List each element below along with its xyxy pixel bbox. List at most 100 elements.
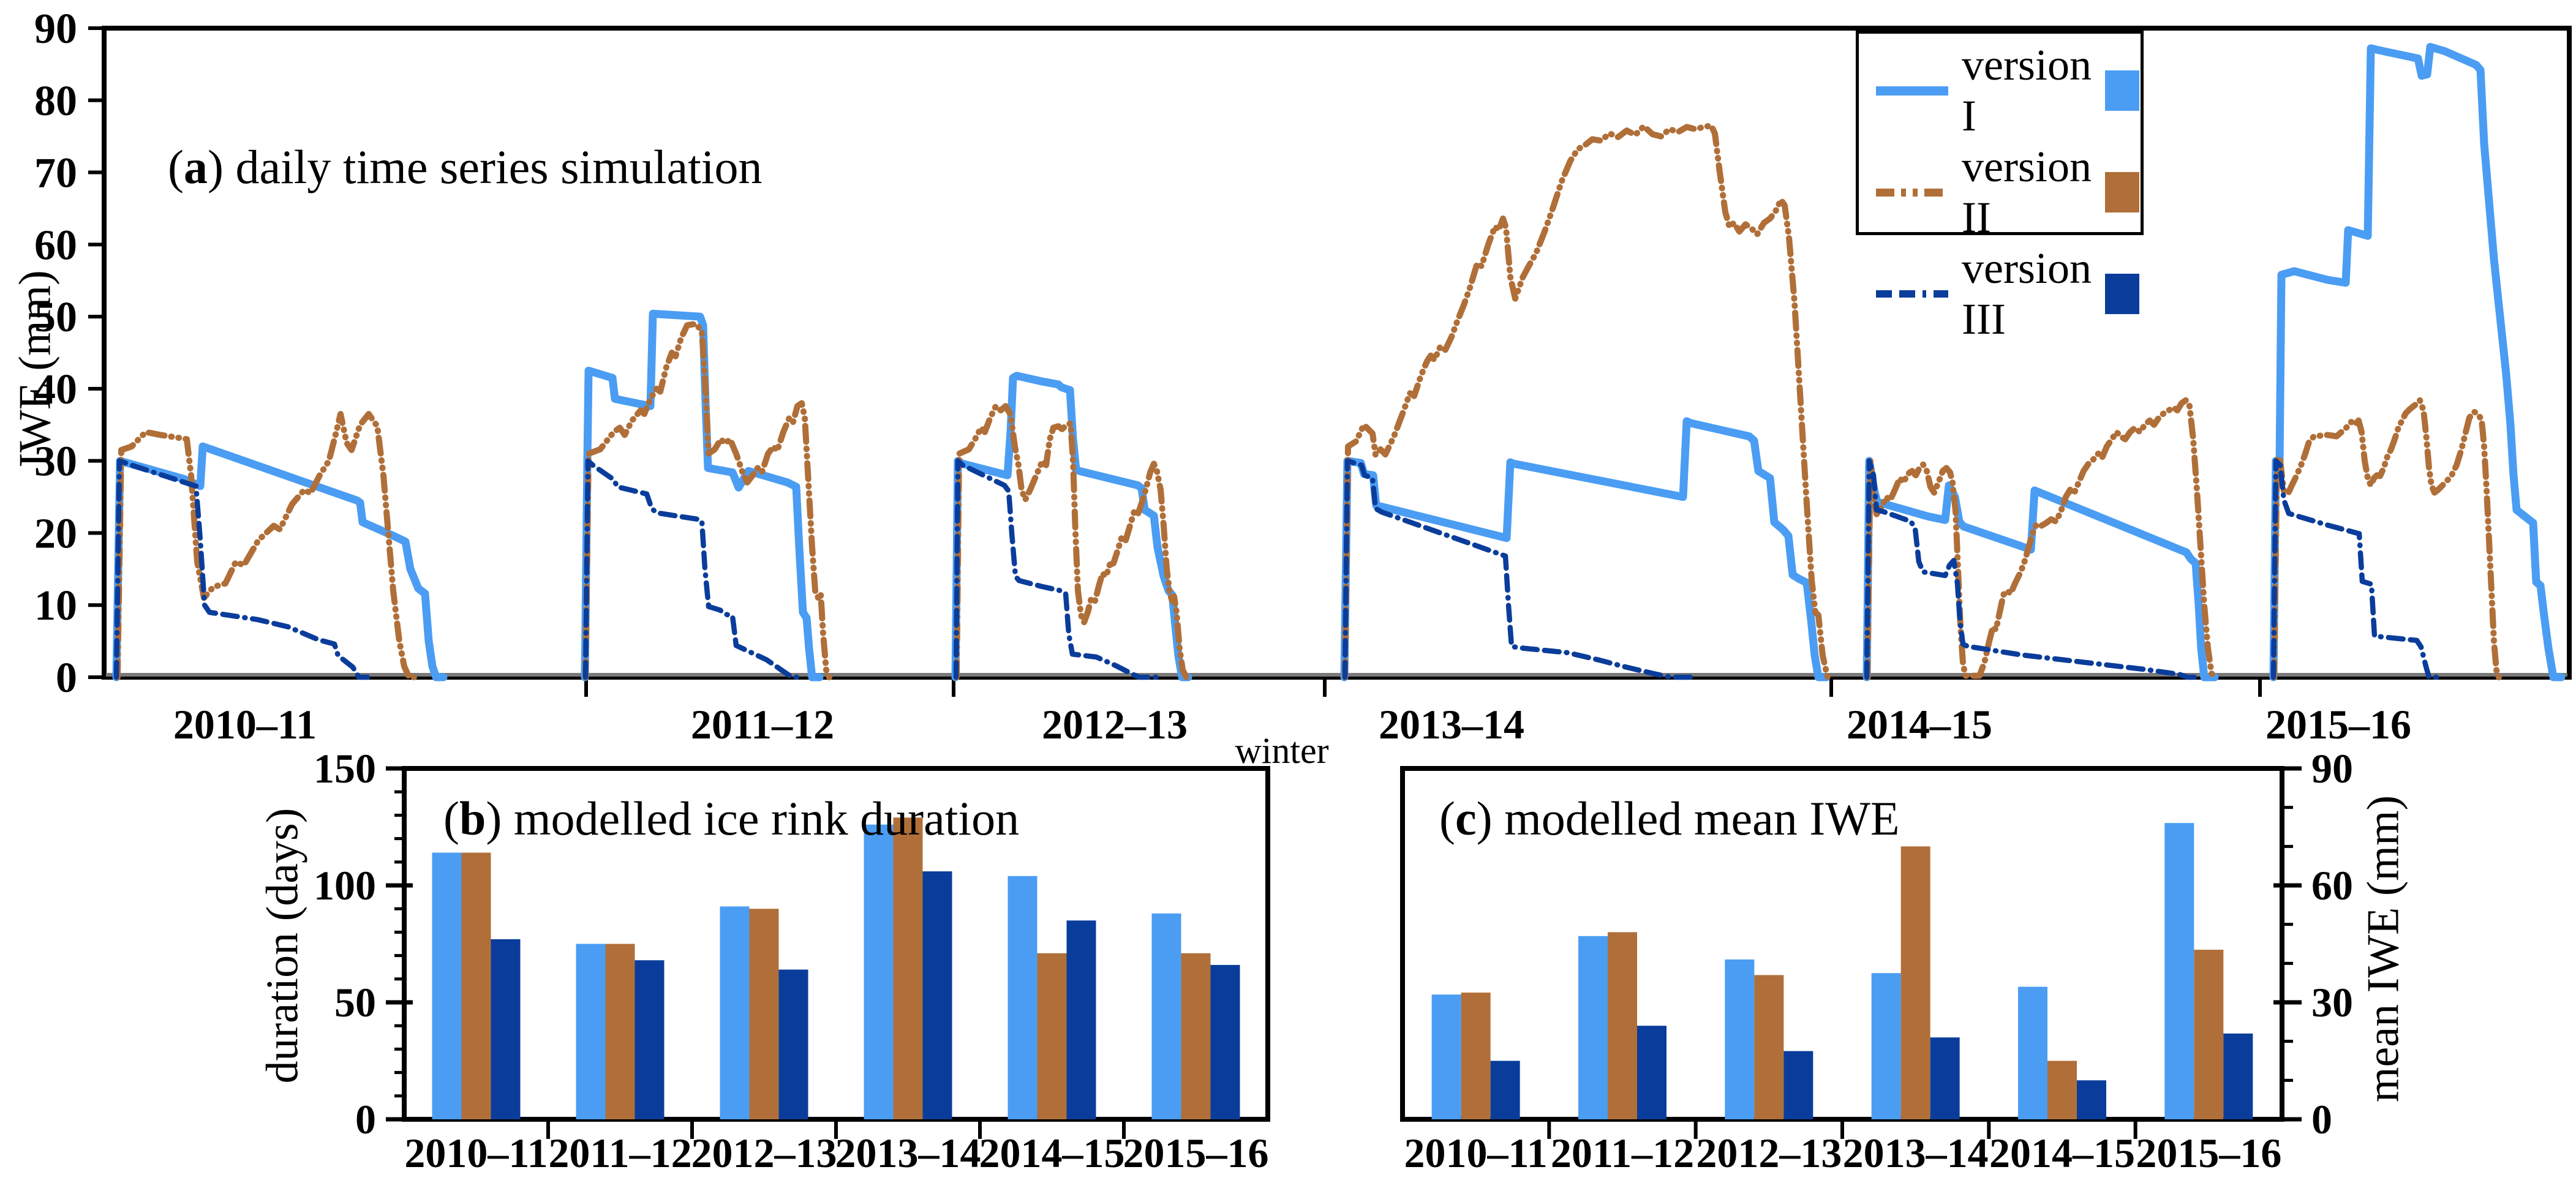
- panel-b-category-label: 2010–11: [404, 1130, 548, 1176]
- panel-a-ytick-label: 0: [56, 655, 77, 702]
- panel-c-ytick-label: 0: [2311, 1096, 2332, 1143]
- panel-a-winter-label: 2010–11: [173, 701, 317, 748]
- version-1-color-swatch-icon: [2104, 70, 2139, 111]
- bar-version-II-2012–13: [1754, 975, 1784, 1119]
- panel-a-title-prefix: (: [168, 140, 184, 193]
- panel-a-y-axis-label: IWE (mm): [10, 270, 61, 468]
- panel-a-winter-label: 2011–12: [691, 701, 834, 748]
- version-3-color-swatch-icon: [2104, 274, 2139, 314]
- panel-a-winter-label: 2014–15: [1847, 701, 1992, 748]
- panel-a-x-axis-label: winter: [1235, 730, 1329, 771]
- panel-c-title-letter: c: [1455, 792, 1477, 845]
- bar-version-I-2011–12: [1578, 936, 1608, 1119]
- panel-a-title-letter: a: [183, 140, 208, 193]
- panel-b-ytick-label: 0: [355, 1096, 376, 1143]
- series-version-I-winter-2013–14: [1340, 417, 1831, 681]
- panel-a-ytick-label: 40: [34, 366, 77, 413]
- panel-c-y-axis-label: mean IWE (mm): [2358, 795, 2409, 1103]
- legend-label-version-1: version I: [1962, 40, 2092, 140]
- bar-version-I-2010–11: [1431, 994, 1461, 1119]
- legend-item-version-2: version II: [1859, 141, 2141, 243]
- bar-version-II-2011–12: [605, 944, 635, 1119]
- version-2-line-sample-icon: [1876, 188, 1948, 197]
- bar-version-III-2010–11: [491, 939, 521, 1119]
- bar-version-II-2010–11: [461, 852, 491, 1119]
- panel-a-winter-label: 2013–14: [1379, 701, 1524, 748]
- bar-version-III-2014–15: [2077, 1080, 2106, 1119]
- bar-version-III-2012–13: [1783, 1051, 1813, 1119]
- legend: version I version II version III: [1856, 31, 2144, 344]
- panel-b-title-rest: ) modelled ice rink duration: [486, 792, 1020, 845]
- panel-c-category-label: 2010–11: [1404, 1130, 1548, 1176]
- series-version-III-winter-2011–12: [582, 458, 802, 680]
- panel-c-title: (c) modelled mean IWE: [1439, 791, 1900, 846]
- panel-b-ytick-label: 150: [314, 745, 376, 792]
- panel-a-ytick-label: 10: [34, 582, 77, 629]
- series-version-I-winter-2015–16: [2269, 43, 2566, 681]
- panel-b-ytick-label: 50: [334, 979, 376, 1026]
- panel-a-ytick-label: 90: [34, 6, 77, 53]
- panel-a-ytick-label: 30: [34, 438, 77, 486]
- bar-version-II-2014–15: [1037, 953, 1067, 1119]
- panel-c-ytick-label: 60: [2311, 862, 2353, 909]
- bar-version-III-2011–12: [635, 960, 665, 1119]
- series-version-II-winter-2015–16: [2271, 397, 2502, 680]
- bar-version-II-2014–15: [2047, 1061, 2077, 1119]
- bar-version-I-2013–14: [1871, 973, 1901, 1119]
- panel-c-ytick-label: 30: [2311, 979, 2353, 1026]
- panel-a-ytick-label: 20: [34, 510, 77, 557]
- panel-c-category-label: 2011–12: [1551, 1130, 1694, 1176]
- bar-version-III-2013–14: [922, 871, 952, 1119]
- panel-a-title-rest: ) daily time series simulation: [207, 140, 763, 193]
- bar-version-I-2011–12: [576, 944, 606, 1119]
- series-version-I-winter-2010–11: [112, 442, 448, 681]
- series-version-III-winter-2015–16: [2270, 458, 2439, 680]
- bar-version-III-2012–13: [778, 969, 808, 1119]
- series-version-II-winter-2010–11: [115, 411, 417, 680]
- panel-b-category-label: 2011–12: [548, 1130, 691, 1176]
- legend-item-version-1: version I: [1859, 40, 2141, 141]
- bar-version-III-2013–14: [1930, 1037, 1960, 1119]
- panel-b-ytick-label: 100: [314, 862, 376, 909]
- bar-version-I-2010–11: [432, 852, 462, 1119]
- bar-version-I-2014–15: [2018, 986, 2047, 1119]
- series-version-II-winter-2011–12: [582, 320, 832, 680]
- series-version-II-winter-2012–13: [954, 403, 1194, 680]
- panel-b-category-label: 2014–15: [979, 1130, 1125, 1176]
- bar-version-II-2010–11: [1461, 993, 1491, 1119]
- series-version-II-winter-2013–14: [1342, 122, 1831, 680]
- bar-version-II-2015–16: [2194, 950, 2224, 1119]
- version-1-line-sample-icon: [1876, 86, 1948, 96]
- legend-label-version-3: version III: [1962, 244, 2092, 344]
- panel-a-ytick-label: 60: [34, 222, 77, 269]
- panel-a-ytick-label: 80: [34, 78, 77, 125]
- bar-version-II-2011–12: [1608, 932, 1637, 1119]
- panel-a-timeseries: 0 10 20 30 40 50 60 70 80 90 2010–11 2011–12 2012–13…: [34, 6, 2572, 748]
- panel-c-title-prefix: (: [1439, 792, 1455, 845]
- bar-version-I-2014–15: [1007, 876, 1038, 1119]
- bar-version-II-2012–13: [749, 909, 779, 1119]
- panel-a-ytick-label: 50: [34, 294, 77, 341]
- series-version-III-winter-2012–13: [953, 458, 1159, 680]
- panel-b-y-axis-label: duration (days): [257, 808, 308, 1084]
- version-3-line-sample-icon: [1876, 290, 1948, 298]
- series-version-I-winter-2014–15: [1862, 457, 2219, 681]
- series-version-III-winter-2010–11: [113, 458, 371, 680]
- panel-b-category-label: 2015–16: [1123, 1130, 1269, 1176]
- bar-version-II-2013–14: [893, 817, 923, 1119]
- bar-version-I-2013–14: [864, 824, 894, 1119]
- panel-a-frame: [102, 26, 2572, 680]
- legend-item-version-3: version III: [1859, 243, 2141, 345]
- legend-label-version-2: version II: [1962, 142, 2092, 242]
- bar-version-III-2015–16: [2223, 1033, 2253, 1119]
- bar-version-I-2012–13: [1725, 959, 1755, 1119]
- bar-version-I-2015–16: [1151, 913, 1181, 1119]
- bar-version-III-2011–12: [1637, 1026, 1666, 1119]
- bar-version-III-2010–11: [1490, 1061, 1520, 1119]
- version-2-color-swatch-icon: [2104, 172, 2139, 212]
- series-version-II-winter-2014–15: [1864, 397, 2220, 680]
- bar-version-II-2015–16: [1181, 953, 1211, 1119]
- bar-version-I-2015–16: [2164, 823, 2194, 1119]
